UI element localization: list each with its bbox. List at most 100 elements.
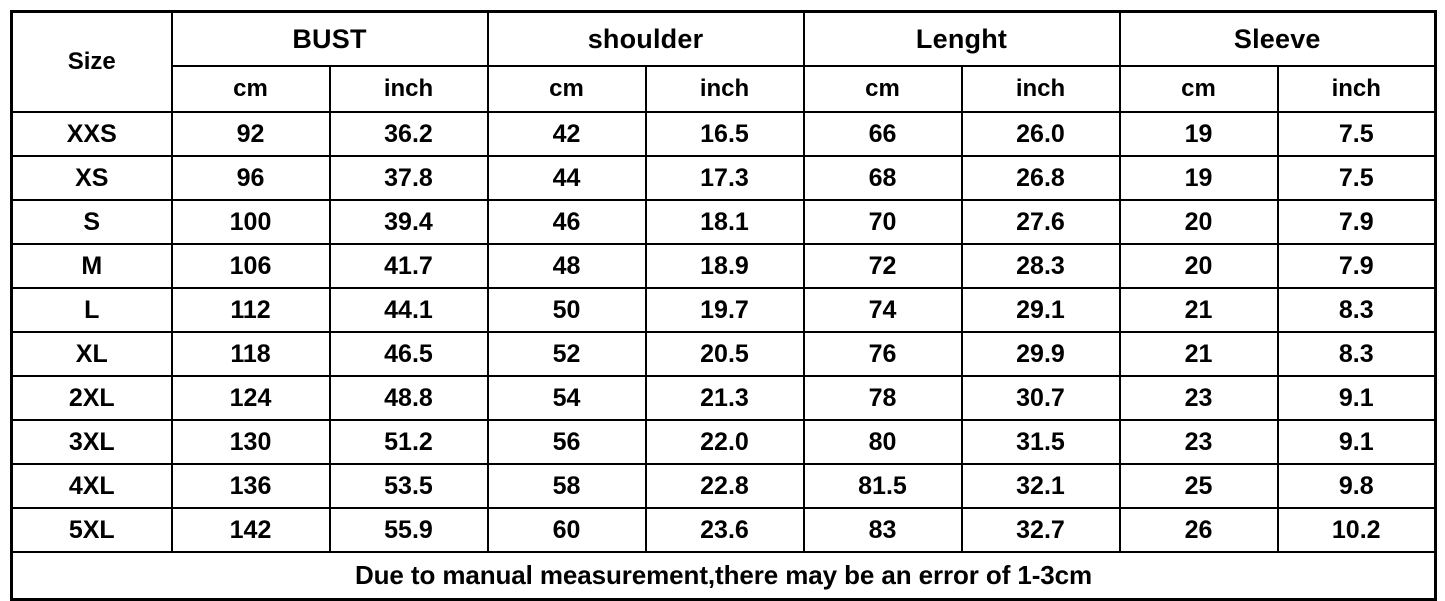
column-group-bust: BUST — [170, 10, 489, 67]
column-group-lenght: Lenght — [802, 10, 1121, 67]
measurement-cell: 68 — [802, 155, 963, 201]
measurement-cell: 39.4 — [328, 199, 489, 245]
size-label: XXS — [10, 111, 173, 157]
unit-header-bust-cm: cm — [170, 65, 331, 113]
note-row: Due to manual measurement,there may be a… — [10, 551, 1437, 601]
measurement-cell: 23.6 — [644, 507, 805, 553]
measurement-cell: 32.1 — [960, 463, 1121, 509]
measurement-cell: 78 — [802, 375, 963, 421]
unit-header-lenght-cm: cm — [802, 65, 963, 113]
measurement-cell: 30.7 — [960, 375, 1121, 421]
measurement-cell: 7.9 — [1276, 243, 1437, 289]
measurement-cell: 21 — [1118, 331, 1279, 377]
measurement-cell: 20.5 — [644, 331, 805, 377]
unit-header-bust-inch: inch — [328, 65, 489, 113]
measurement-cell: 51.2 — [328, 419, 489, 465]
measurement-note: Due to manual measurement,there may be a… — [10, 551, 1437, 601]
table-row: XL 118 46.5 52 20.5 76 29.9 21 8.3 — [10, 331, 1437, 377]
table-header: Size BUST shoulder Lenght Sleeve cm inch… — [10, 10, 1437, 113]
measurement-cell: 106 — [170, 243, 331, 289]
unit-header-shoulder-inch: inch — [644, 65, 805, 113]
measurement-cell: 48 — [486, 243, 647, 289]
measurement-cell: 10.2 — [1276, 507, 1437, 553]
unit-header-lenght-inch: inch — [960, 65, 1121, 113]
measurement-cell: 44 — [486, 155, 647, 201]
measurement-cell: 118 — [170, 331, 331, 377]
table-row: S 100 39.4 46 18.1 70 27.6 20 7.9 — [10, 199, 1437, 245]
size-label: 3XL — [10, 419, 173, 465]
measurement-cell: 36.2 — [328, 111, 489, 157]
measurement-cell: 16.5 — [644, 111, 805, 157]
measurement-cell: 22.8 — [644, 463, 805, 509]
measurement-cell: 23 — [1118, 375, 1279, 421]
table-row: XS 96 37.8 44 17.3 68 26.8 19 7.5 — [10, 155, 1437, 201]
measurement-cell: 100 — [170, 199, 331, 245]
measurement-cell: 31.5 — [960, 419, 1121, 465]
measurement-cell: 41.7 — [328, 243, 489, 289]
size-label: XS — [10, 155, 173, 201]
measurement-cell: 27.6 — [960, 199, 1121, 245]
measurement-cell: 26.8 — [960, 155, 1121, 201]
measurement-cell: 142 — [170, 507, 331, 553]
size-chart-container: Size BUST shoulder Lenght Sleeve cm inch… — [10, 10, 1437, 601]
unit-header-row: cm inch cm inch cm inch cm inch — [12, 65, 1437, 113]
measurement-cell: 42 — [486, 111, 647, 157]
column-group-sleeve: Sleeve — [1118, 10, 1437, 67]
size-chart-table: Size BUST shoulder Lenght Sleeve cm inch… — [10, 10, 1437, 601]
measurement-cell: 46 — [486, 199, 647, 245]
measurement-cell: 46.5 — [328, 331, 489, 377]
measurement-cell: 48.8 — [328, 375, 489, 421]
measurement-cell: 66 — [802, 111, 963, 157]
measurement-cell: 44.1 — [328, 287, 489, 333]
measurement-cell: 74 — [802, 287, 963, 333]
measurement-cell: 60 — [486, 507, 647, 553]
measurement-cell: 112 — [170, 287, 331, 333]
table-row: XXS 92 36.2 42 16.5 66 26.0 19 7.5 — [10, 111, 1437, 157]
measurement-cell: 29.1 — [960, 287, 1121, 333]
measurement-cell: 21.3 — [644, 375, 805, 421]
measurement-cell: 21 — [1118, 287, 1279, 333]
size-label: S — [10, 199, 173, 245]
measurement-cell: 26.0 — [960, 111, 1121, 157]
size-label: M — [10, 243, 173, 289]
measurement-cell: 70 — [802, 199, 963, 245]
table-body: XXS 92 36.2 42 16.5 66 26.0 19 7.5 XS 96 37.8 44 17.3… — [10, 111, 1437, 553]
measurement-cell: 9.1 — [1276, 419, 1437, 465]
table-row: M 106 41.7 48 18.9 72 28.3 20 7.9 — [10, 243, 1437, 289]
measurement-cell: 20 — [1118, 243, 1279, 289]
measurement-cell: 22.0 — [644, 419, 805, 465]
measurement-cell: 20 — [1118, 199, 1279, 245]
measurement-cell: 130 — [170, 419, 331, 465]
measurement-cell: 9.1 — [1276, 375, 1437, 421]
measurement-cell: 19 — [1118, 111, 1279, 157]
measurement-cell: 76 — [802, 331, 963, 377]
measurement-cell: 7.9 — [1276, 199, 1437, 245]
measurement-cell: 81.5 — [802, 463, 963, 509]
measurement-cell: 53.5 — [328, 463, 489, 509]
table-row: 2XL 124 48.8 54 21.3 78 30.7 23 9.1 — [10, 375, 1437, 421]
measurement-cell: 26 — [1118, 507, 1279, 553]
column-header-size: Size — [10, 10, 173, 113]
measurement-cell: 8.3 — [1276, 331, 1437, 377]
measurement-cell: 8.3 — [1276, 287, 1437, 333]
size-label: L — [10, 287, 173, 333]
measurement-cell: 18.1 — [644, 199, 805, 245]
measurement-cell: 17.3 — [644, 155, 805, 201]
measurement-cell: 29.9 — [960, 331, 1121, 377]
measurement-cell: 23 — [1118, 419, 1279, 465]
measurement-cell: 55.9 — [328, 507, 489, 553]
measurement-cell: 72 — [802, 243, 963, 289]
measurement-cell: 124 — [170, 375, 331, 421]
measurement-cell: 25 — [1118, 463, 1279, 509]
measurement-cell: 52 — [486, 331, 647, 377]
measurement-cell: 56 — [486, 419, 647, 465]
measurement-cell: 28.3 — [960, 243, 1121, 289]
table-footer: Due to manual measurement,there may be a… — [10, 551, 1437, 601]
unit-header-sleeve-cm: cm — [1118, 65, 1279, 113]
size-label: XL — [10, 331, 173, 377]
measurement-cell: 7.5 — [1276, 111, 1437, 157]
group-header-row: Size BUST shoulder Lenght Sleeve — [10, 10, 1437, 113]
measurement-cell: 83 — [802, 507, 963, 553]
column-group-shoulder: shoulder — [486, 10, 805, 67]
measurement-cell: 136 — [170, 463, 331, 509]
